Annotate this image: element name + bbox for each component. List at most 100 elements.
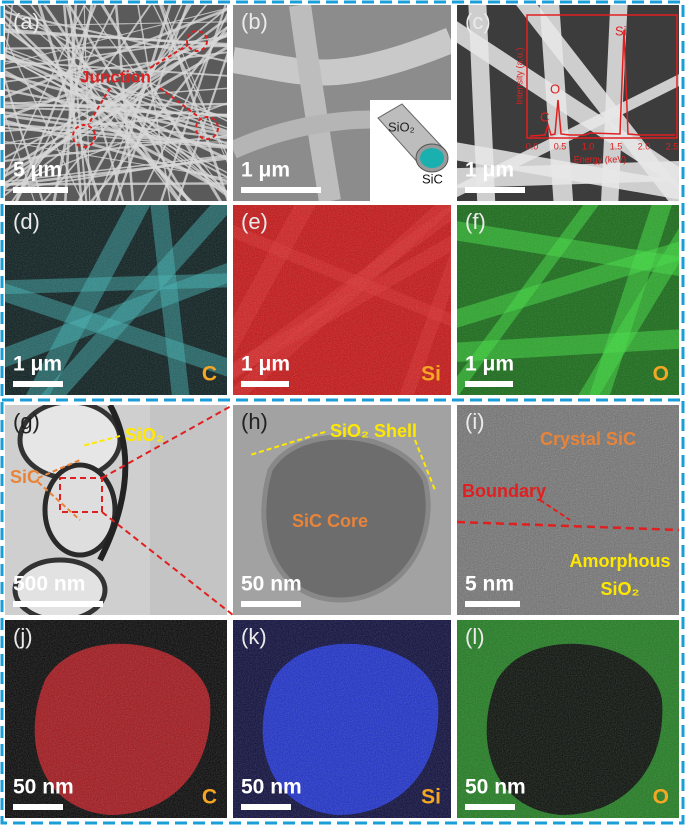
panel-label: (g) [13, 409, 40, 434]
scale-bar-label: 1 μm [465, 159, 514, 182]
element-label: O [653, 363, 669, 386]
panel-label: (h) [241, 409, 268, 434]
scale-bar [241, 804, 291, 810]
panel-label: (f) [465, 209, 486, 234]
inset-x-label: Energy (keV) [574, 154, 627, 164]
arrows [37, 431, 571, 521]
scale-bar [241, 187, 321, 193]
fiber [5, 51, 227, 83]
annotation: SiO₂ [600, 579, 639, 599]
fiber [138, 12, 227, 201]
fiber [5, 113, 35, 201]
inset-tick-label: 1.0 [582, 141, 595, 151]
peak-label: O [550, 81, 560, 96]
scale-bar [465, 187, 525, 193]
fiber [5, 53, 227, 161]
inset-tick-label: 2.0 [638, 141, 651, 151]
zoom-markers [59, 404, 234, 616]
fiber [5, 69, 227, 195]
element-label: O [653, 786, 669, 809]
annotation: Crystal SiC [540, 429, 636, 449]
fiber [5, 134, 227, 162]
fiber [5, 16, 227, 186]
inset-tick-label: 0.0 [526, 141, 539, 151]
element-label: C [202, 363, 217, 386]
scale-bar [241, 601, 301, 607]
fiber [30, 5, 179, 201]
scale-bar-label: 50 nm [13, 776, 74, 799]
fiber [5, 7, 227, 65]
scale-bar [241, 381, 289, 387]
scale-bar [465, 804, 515, 810]
tem-image [233, 405, 451, 615]
inset-label: SiC [422, 171, 443, 186]
annotation: SiC Core [292, 511, 368, 531]
fiber [5, 44, 227, 50]
element-label: C [202, 786, 217, 809]
fiber [5, 113, 227, 132]
fiber [5, 182, 227, 186]
inset-y-label: Intensity (a.u.) [514, 47, 524, 104]
inset-tick-label: 1.5 [610, 141, 623, 151]
fiber [5, 36, 84, 201]
fiber [5, 8, 227, 99]
fiber [5, 88, 227, 137]
scale-bar [13, 381, 63, 387]
junction-markers [72, 30, 219, 148]
panel-label: (a) [13, 9, 40, 34]
core-shell-inset: SiO₂ SiC [370, 100, 451, 201]
sem-image [457, 5, 679, 201]
fiber [100, 5, 223, 201]
scale-bar-label: 1 μm [465, 353, 514, 376]
fiber [457, 21, 679, 189]
scale-bar [13, 804, 63, 810]
fiber [152, 5, 227, 157]
fiber [468, 5, 496, 201]
sem-image [5, 5, 227, 201]
fiber [5, 25, 227, 197]
fiber [5, 21, 227, 27]
inset-tick-label: 2.5 [666, 141, 679, 151]
panel-label: (d) [13, 209, 40, 234]
fiber [159, 5, 227, 201]
peak-label: Si [615, 23, 627, 38]
panel-label: (k) [241, 624, 267, 649]
panel-label: (e) [241, 209, 268, 234]
hrtem-image [457, 405, 679, 615]
fiber [5, 60, 227, 77]
scale-bar [13, 187, 68, 193]
fiber [5, 5, 14, 66]
fiber [5, 28, 227, 47]
annotation: Boundary [462, 481, 546, 501]
noise-overlays [5, 205, 679, 818]
panel-label: (l) [465, 624, 485, 649]
annotation: SiO₂ Shell [330, 421, 417, 441]
peak-label: C [540, 109, 549, 124]
fiber [5, 56, 227, 174]
fiber [115, 5, 189, 201]
fiber [5, 140, 227, 179]
scale-bar-label: 5 nm [465, 573, 514, 596]
scale-bar-label: 5 μm [13, 159, 62, 182]
scale-bar-label: 50 nm [241, 776, 302, 799]
annotation: Junction [80, 67, 151, 86]
panel-label: (c) [465, 9, 491, 34]
fiber [176, 52, 227, 201]
panel-label: (i) [465, 409, 485, 434]
annotation: SiC [10, 467, 40, 487]
fiber [5, 101, 227, 117]
scale-bar-label: 1 μm [241, 159, 290, 182]
scale-bar-label: 50 nm [241, 573, 302, 596]
element-label: Si [421, 363, 441, 386]
fiber [162, 5, 227, 164]
inset-tick-label: 0.5 [554, 141, 567, 151]
scale-bar-label: 50 nm [465, 776, 526, 799]
annotation: Amorphous [570, 551, 671, 571]
inset-label: SiO₂ [388, 119, 415, 134]
scale-bar-label: 1 μm [13, 353, 62, 376]
panel-label: (j) [13, 624, 33, 649]
annotation: SiO₂ [125, 425, 164, 445]
scale-bar-label: 500 nm [13, 573, 85, 596]
